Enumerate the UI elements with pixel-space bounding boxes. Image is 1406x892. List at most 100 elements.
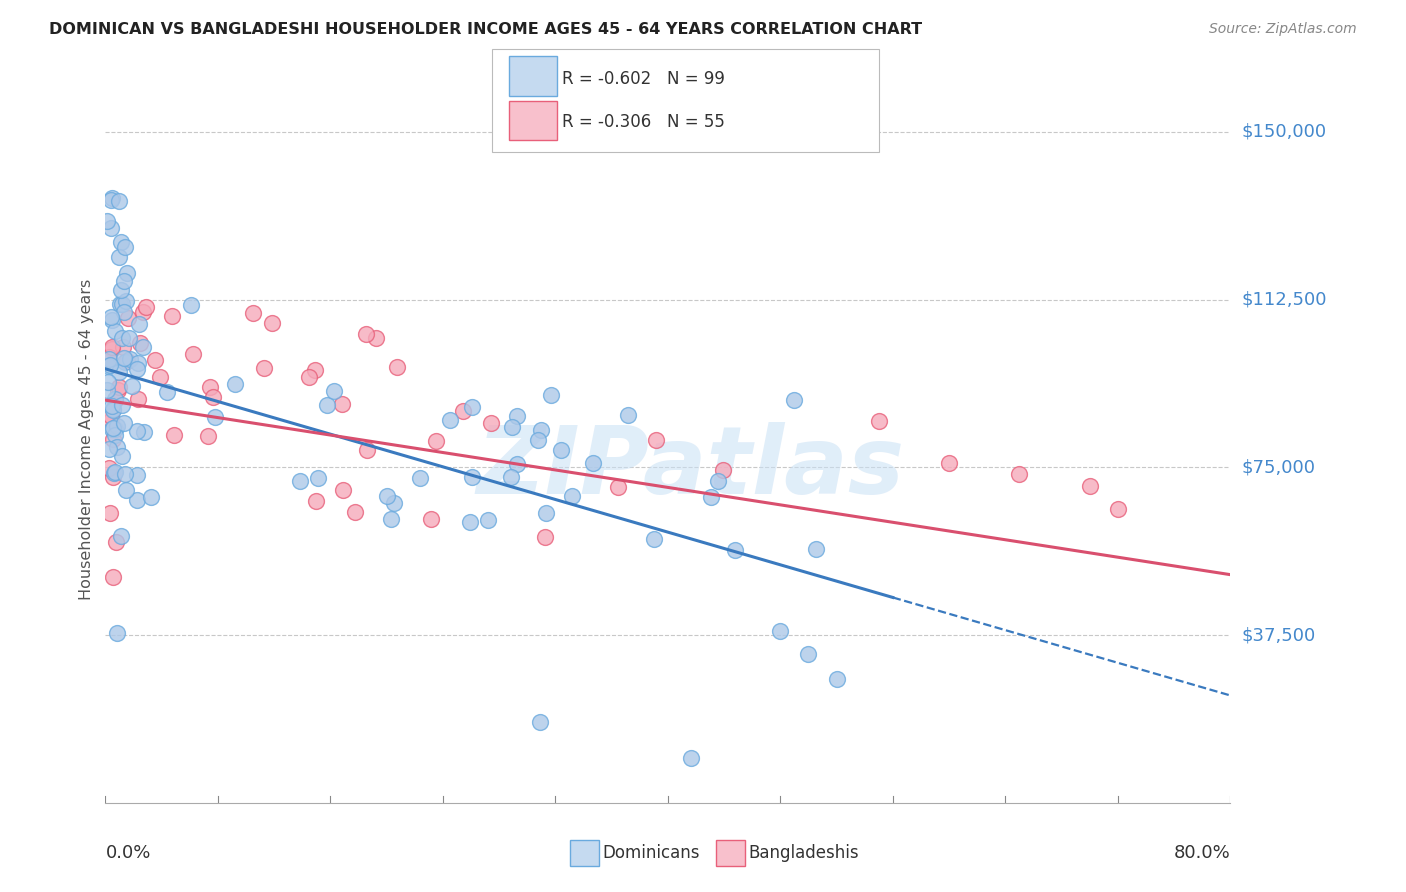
Point: [114, 355, 136, 369]
Point: [104, 392, 127, 406]
Point: [149, 369, 172, 384]
Point: [112, 351, 135, 366]
Point: [806, 542, 828, 557]
Point: [97, 350, 120, 364]
Text: 80.0%: 80.0%: [1174, 845, 1230, 863]
Point: [112, 304, 135, 318]
Point: [419, 512, 441, 526]
Point: [104, 428, 127, 442]
Point: [550, 443, 572, 458]
Point: [115, 483, 138, 498]
Point: [561, 490, 583, 504]
Point: [1078, 479, 1101, 493]
Point: [129, 335, 152, 350]
Point: [97, 375, 120, 389]
Point: [100, 422, 122, 436]
Point: [104, 392, 127, 407]
Point: [108, 365, 131, 379]
Point: [108, 297, 131, 311]
Point: [110, 283, 132, 297]
Point: [100, 342, 122, 356]
Point: [110, 529, 132, 543]
Point: [132, 340, 155, 354]
Point: [100, 221, 122, 235]
Point: [112, 274, 135, 288]
Point: [96, 383, 118, 397]
Point: [104, 422, 127, 436]
Point: [104, 465, 127, 479]
Point: [501, 470, 523, 484]
Point: [97, 359, 120, 373]
Point: [105, 440, 128, 454]
Point: [643, 532, 665, 546]
Point: [112, 416, 135, 430]
Point: [100, 193, 122, 207]
Point: [506, 409, 529, 423]
FancyBboxPatch shape: [569, 840, 599, 866]
Point: [534, 530, 557, 544]
Text: R = -0.602   N = 99: R = -0.602 N = 99: [562, 70, 725, 87]
Point: [100, 312, 122, 326]
Text: $112,500: $112,500: [1241, 291, 1327, 309]
Point: [101, 340, 124, 354]
Text: DOMINICAN VS BANGLADESHI HOUSEHOLDER INCOME AGES 45 - 64 YEARS CORRELATION CHART: DOMINICAN VS BANGLADESHI HOUSEHOLDER INC…: [49, 22, 922, 37]
Text: Bangladeshis: Bangladeshis: [749, 844, 859, 862]
Point: [501, 420, 523, 434]
Text: Dominicans: Dominicans: [603, 844, 700, 862]
Text: $75,000: $75,000: [1241, 458, 1316, 476]
Point: [105, 535, 128, 549]
Point: [356, 442, 378, 457]
Point: [461, 400, 484, 414]
Point: [107, 418, 129, 433]
Point: [127, 362, 149, 376]
Point: [135, 300, 157, 314]
Point: [307, 471, 329, 485]
Point: [323, 384, 346, 399]
Point: [97, 442, 120, 456]
Point: [110, 235, 132, 249]
Point: [100, 310, 122, 324]
Point: [107, 250, 129, 264]
Point: [127, 392, 149, 406]
Point: [330, 396, 353, 410]
Point: [1008, 467, 1031, 482]
Point: [354, 326, 377, 341]
Point: [253, 361, 276, 376]
Point: [100, 413, 122, 427]
Point: [439, 413, 461, 427]
Point: [110, 297, 132, 311]
Point: [679, 751, 702, 765]
Point: [101, 470, 124, 484]
Point: [529, 715, 551, 730]
Point: [121, 378, 143, 392]
Point: [305, 494, 328, 508]
Point: [132, 425, 155, 440]
Point: [112, 340, 135, 354]
Point: [139, 490, 162, 504]
Point: [461, 470, 484, 484]
Point: [201, 390, 224, 404]
Point: [101, 421, 124, 435]
Point: [197, 429, 219, 443]
Point: [117, 331, 139, 345]
Point: [607, 480, 630, 494]
Point: [364, 331, 387, 345]
Point: [707, 474, 730, 488]
Point: [797, 647, 820, 661]
Text: ZIPatlas: ZIPatlas: [477, 423, 904, 515]
Point: [111, 398, 134, 412]
Point: [101, 570, 124, 584]
Text: Source: ZipAtlas.com: Source: ZipAtlas.com: [1209, 22, 1357, 37]
Point: [163, 428, 186, 442]
Point: [125, 467, 148, 482]
Y-axis label: Householder Income Ages 45 - 64 years: Householder Income Ages 45 - 64 years: [79, 278, 94, 600]
Point: [162, 309, 184, 323]
Point: [617, 409, 640, 423]
Point: [382, 496, 405, 510]
Text: R = -0.306   N = 55: R = -0.306 N = 55: [562, 113, 725, 131]
Point: [711, 463, 734, 477]
Point: [110, 331, 132, 345]
Point: [114, 293, 136, 308]
Point: [332, 483, 354, 497]
Point: [530, 423, 553, 437]
